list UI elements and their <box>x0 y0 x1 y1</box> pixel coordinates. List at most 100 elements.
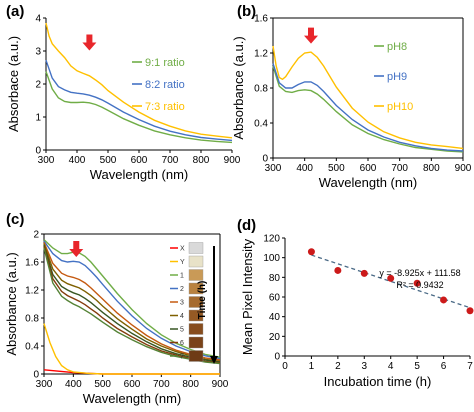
vial-photo <box>188 323 204 335</box>
data-point <box>360 269 368 277</box>
panel-a: (a) 300 400 500 600 700 800 900 0 1 2 3 4 Wavelength … <box>6 3 241 182</box>
legend-entry: 1 <box>180 273 184 280</box>
x-tick-label: 500 <box>328 163 345 174</box>
y-axis-title: Absorbance (a.u.) <box>4 252 19 355</box>
red-arrow-icon <box>82 34 97 51</box>
x-tick-label: 600 <box>131 155 148 166</box>
legend-entry: 7:3 ratio <box>145 101 185 113</box>
x-tick-label: 1 <box>309 361 315 372</box>
y-tick-label: 3 <box>35 47 41 58</box>
x-tick-label: 500 <box>94 379 111 390</box>
series-line <box>43 239 221 358</box>
legend-entry: 5 <box>180 327 184 334</box>
axes: 300 400 500 600 700 800 900 0 0.4 0.8 1.2 1.6 Wavele… <box>231 14 472 191</box>
series-line <box>272 65 464 153</box>
x-tick-label: 6 <box>441 361 447 372</box>
panel-label: (d) <box>237 217 256 234</box>
x-axis-title: Wavelength (nm) <box>90 167 189 182</box>
vial-photo <box>188 350 204 362</box>
legend-entry: Y <box>180 259 185 266</box>
series-line <box>272 45 464 150</box>
y-tick-label: 40 <box>269 312 281 323</box>
series-line <box>45 71 233 144</box>
x-tick-label: 700 <box>391 163 408 174</box>
legend-entry: 6 <box>180 340 184 347</box>
x-tick-label: 600 <box>124 379 141 390</box>
y-axis-title: Mean Pixel Intensity <box>240 238 255 355</box>
y-axis-title: Absorbace (a.u.) <box>6 36 21 132</box>
data-point <box>334 266 342 274</box>
x-axis-title: Incubation time (h) <box>324 374 432 389</box>
data-point <box>307 248 315 256</box>
y-tick-label: 0.4 <box>25 342 39 353</box>
legend-entry: 2 <box>180 286 184 293</box>
x-tick-label: 600 <box>360 163 377 174</box>
legend-entry: 9:1 ratio <box>145 57 185 69</box>
x-tick-label: 400 <box>296 163 313 174</box>
x-tick-label: 5 <box>414 361 420 372</box>
legend: 9:1 ratio 8:2 ratio 7:3 ratio <box>132 57 185 113</box>
x-tick-label: 900 <box>212 379 229 390</box>
x-tick-label: 4 <box>388 361 394 372</box>
y-tick-label: 0 <box>262 154 268 165</box>
data-point <box>413 279 421 287</box>
y-tick-label: 2 <box>35 80 41 91</box>
x-tick-label: 0 <box>282 361 288 372</box>
y-tick-label: 4 <box>35 14 41 25</box>
panel-b: (b) 300 400 500 600 700 800 900 0 0.4 0.8 1.2 1.6 Wav… <box>231 3 472 190</box>
x-tick-label: 300 <box>38 155 55 166</box>
y-tick-label: 0.8 <box>254 84 268 95</box>
panel-c: (c) 300 400 500 600 700 800 900 0 0.4 0.8 1.2 1.6 2 Wa… <box>4 211 229 406</box>
series-line <box>43 240 221 360</box>
y-tick-label: 1.6 <box>254 14 268 25</box>
y-tick-label: 1.6 <box>25 258 39 269</box>
x-tick-label: 300 <box>36 379 53 390</box>
y-tick-label: 0 <box>274 352 280 363</box>
y-tick-label: 0.4 <box>254 119 268 130</box>
legend-entry: X <box>180 246 185 253</box>
data-point <box>387 274 395 282</box>
vial-photo <box>188 336 204 349</box>
y-tick-label: 80 <box>269 273 281 284</box>
x-tick-label: 3 <box>362 361 368 372</box>
time-label: Time (h) <box>197 281 208 320</box>
vial-photo <box>188 255 204 268</box>
axes: 300 400 500 600 700 800 900 0 1 2 3 4 Wavelength (nm… <box>6 14 241 183</box>
legend-entry: 8:2 ratio <box>145 79 185 91</box>
legend-entry: pH8 <box>387 41 407 53</box>
y-tick-label: 0 <box>33 370 39 381</box>
x-tick-label: 700 <box>162 155 179 166</box>
x-axis-title: Wavelength (nm) <box>319 175 418 190</box>
red-arrow-icon <box>304 27 318 44</box>
legend-entry: pH9 <box>387 71 407 83</box>
x-tick-label: 800 <box>182 379 199 390</box>
y-tick-label: 60 <box>269 293 281 304</box>
x-tick-label: 800 <box>193 155 210 166</box>
vial-photo <box>188 242 204 254</box>
r-squared-label: R² = 0.9432 <box>396 280 443 290</box>
x-tick-label: 300 <box>265 163 282 174</box>
vial-photo <box>188 296 204 308</box>
series-line <box>43 243 221 363</box>
x-tick-label: 2 <box>335 361 341 372</box>
x-tick-label: 500 <box>100 155 117 166</box>
vial-photo <box>188 309 204 322</box>
y-tick-label: 100 <box>263 253 280 264</box>
x-axis-title: Wavelength (nm) <box>83 391 182 406</box>
y-tick-label: 1.2 <box>25 286 39 297</box>
legend: pH8 pH9 pH10 <box>374 41 413 113</box>
data-point <box>466 307 474 315</box>
panel-d: (d) 0 1 2 3 4 5 6 7 0 20 40 60 80 100 120 Incubation tim… <box>237 217 474 389</box>
axes: 300 400 500 600 700 800 900 0 0.4 0.8 1.2 1.6 2 Wavel… <box>4 230 229 407</box>
series-line <box>43 244 221 363</box>
y-tick-label: 120 <box>263 234 280 245</box>
time-arrow-icon <box>210 356 218 364</box>
y-tick-label: 2 <box>33 230 39 241</box>
x-tick-label: 800 <box>423 163 440 174</box>
x-tick-label: 400 <box>65 379 82 390</box>
series-line <box>43 242 221 361</box>
series-line <box>43 246 221 364</box>
series-line <box>272 63 464 152</box>
series-line <box>45 22 233 139</box>
y-tick-label: 20 <box>269 332 281 343</box>
